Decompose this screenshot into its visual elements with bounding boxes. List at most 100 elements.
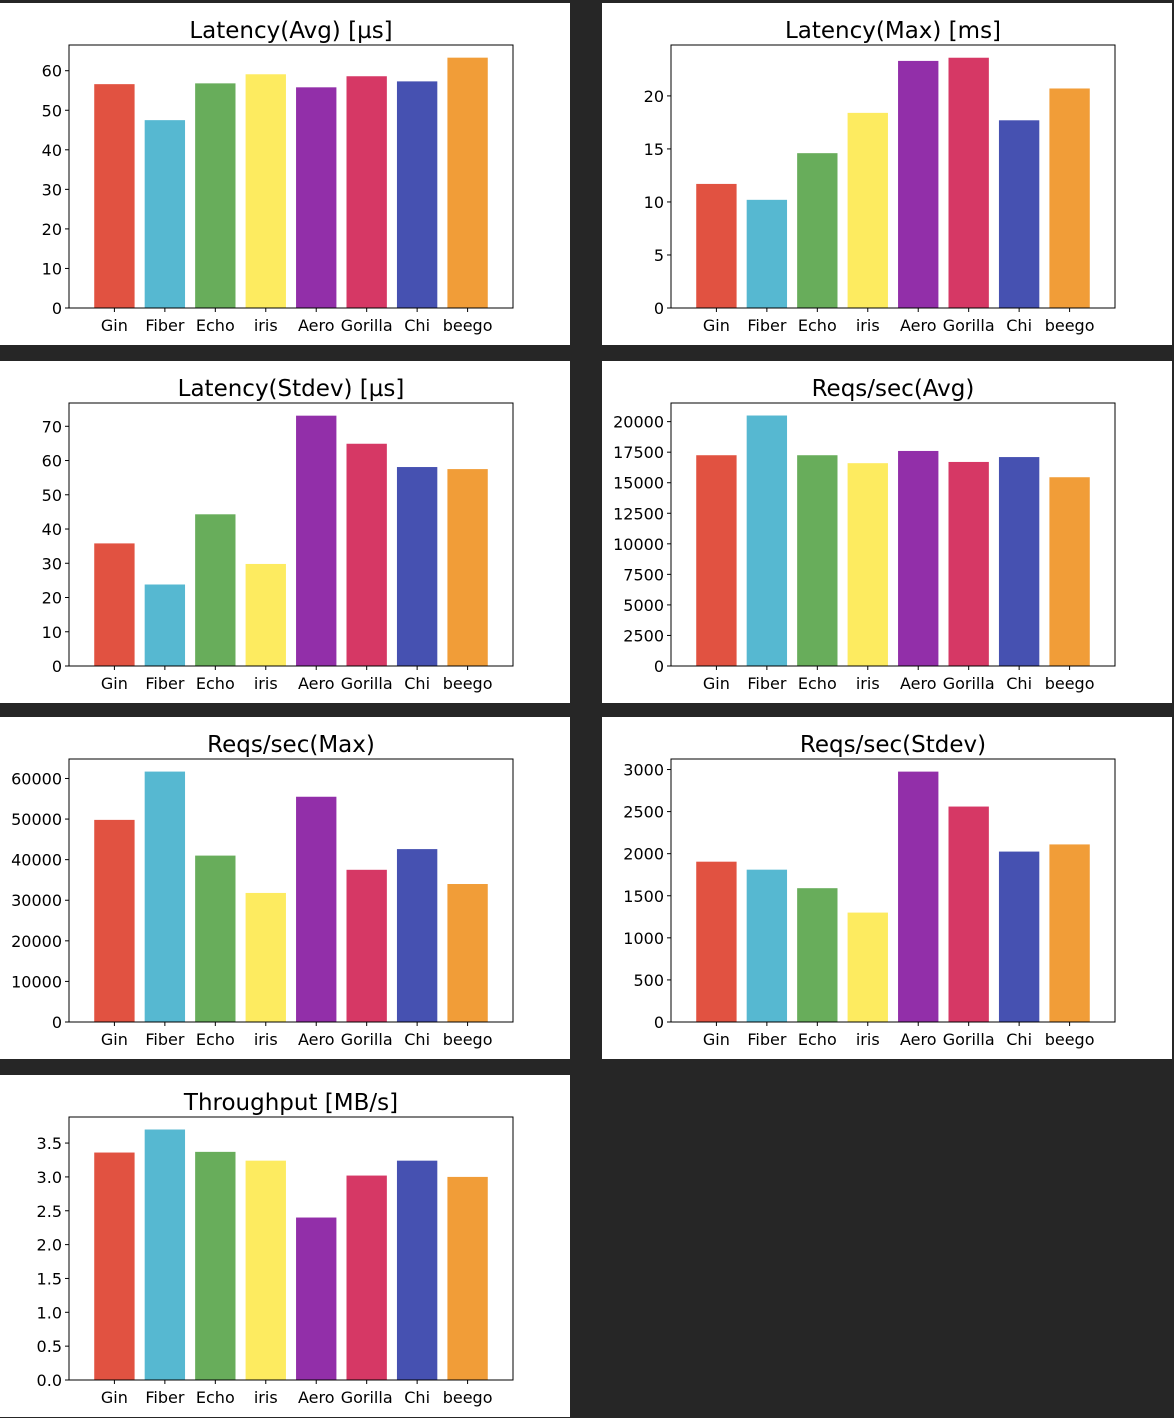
x-tick-label: Chi (404, 316, 430, 335)
y-tick-label: 2.0 (37, 1236, 62, 1255)
x-tick-label: Echo (196, 674, 235, 693)
bar-aero (296, 796, 337, 1022)
x-tick-label: Fiber (747, 316, 786, 335)
y-tick-label: 2500 (623, 803, 664, 822)
bar-gorilla (346, 443, 387, 666)
bar-beego (1049, 88, 1090, 308)
x-tick-label: Gorilla (341, 316, 393, 335)
y-tick-label: 50000 (11, 810, 62, 829)
plot-frame (68, 758, 514, 1023)
x-tick-label: beego (443, 1030, 493, 1049)
y-tick-label: 1500 (623, 887, 664, 906)
chart-title: Reqs/sec(Max) (207, 732, 375, 758)
x-tick-label: Gin (703, 674, 730, 693)
x-tick-label: Fiber (747, 674, 786, 693)
x-tick-label: iris (254, 674, 278, 693)
x-tick-label: beego (443, 674, 493, 693)
latency-stdev-panel: Latency(Stdev) [µs] Gin Fiber Echo iris Aero G… (0, 361, 570, 703)
y-tick-label: 0 (654, 1013, 664, 1032)
bar-aero (296, 415, 337, 666)
bar-echo (195, 855, 236, 1022)
bar-chi (396, 467, 438, 666)
bar-iris (847, 112, 888, 309)
throughput-panel: Throughput [MB/s] Gin Fiber Echo iris Aero Gor… (0, 1075, 570, 1417)
plot-frame (670, 44, 1116, 309)
x-tick-label: Fiber (145, 1388, 184, 1407)
bar-chi (998, 120, 1040, 308)
chart-svg: Latency(Stdev) [µs] Gin Fiber Echo iris Aero G… (42, 376, 514, 693)
y-tick-label: 40000 (11, 851, 62, 870)
x-tick-label: Echo (798, 316, 837, 335)
bar-echo (797, 888, 838, 1022)
y-tick-label: 2500 (623, 626, 664, 645)
x-tick-label: Echo (196, 1030, 235, 1049)
bar-echo (797, 455, 838, 666)
x-tick-label: beego (443, 1388, 493, 1407)
y-tick-label: 20 (42, 220, 62, 239)
y-tick-label: 20 (644, 87, 664, 106)
x-tick-label: Gorilla (341, 1030, 393, 1049)
y-tick-label: 10000 (11, 972, 62, 991)
bar-fiber (144, 771, 186, 1022)
bar-gorilla (346, 76, 387, 309)
bar-gin (94, 819, 135, 1022)
x-tick-label: iris (254, 1030, 278, 1049)
x-tick-label: iris (856, 316, 880, 335)
y-tick-label: 3.0 (37, 1168, 62, 1187)
chart-svg: Latency(Max) [ms] Gin Fiber Echo iris Aero Gor… (644, 18, 1116, 335)
x-tick-label: Gin (101, 316, 128, 335)
x-tick-label: iris (254, 1388, 278, 1407)
x-tick-label: Gin (101, 1030, 128, 1049)
x-tick-label: Fiber (747, 1030, 786, 1049)
x-tick-label: Aero (900, 1030, 937, 1049)
x-tick-label: Chi (1006, 674, 1032, 693)
x-tick-label: beego (1045, 674, 1095, 693)
plot-frame (68, 44, 514, 309)
bar-gin (94, 543, 135, 666)
y-tick-label: 17500 (613, 443, 664, 462)
bar-chi (998, 851, 1040, 1022)
y-tick-label: 0.5 (37, 1337, 62, 1356)
bar-iris (245, 1160, 286, 1380)
plot-frame (68, 402, 514, 667)
y-tick-label: 1.5 (37, 1269, 62, 1288)
x-tick-label: Aero (298, 674, 335, 693)
latency-max-panel: Latency(Max) [ms] Gin Fiber Echo iris Aero Gor… (602, 3, 1172, 345)
y-tick-label: 50 (42, 486, 62, 505)
x-tick-label: Chi (1006, 1030, 1032, 1049)
y-tick-label: 60 (42, 452, 62, 471)
x-tick-label: Chi (404, 1388, 430, 1407)
plot-frame (670, 758, 1116, 1023)
chart-svg: Latency(Avg) [µs] Gin Fiber Echo iris Aero Gor… (42, 18, 514, 335)
x-tick-label: Gin (703, 316, 730, 335)
x-tick-label: iris (254, 316, 278, 335)
x-tick-label: Aero (298, 1030, 335, 1049)
bar-iris (847, 912, 888, 1022)
y-tick-label: 1.0 (37, 1303, 62, 1322)
reqs-max-panel: Reqs/sec(Max) Gin Fiber Echo iris Aero Gorilla… (0, 717, 570, 1059)
y-tick-label: 12500 (613, 504, 664, 523)
chart-title: Latency(Avg) [µs] (189, 18, 392, 44)
y-tick-label: 0 (654, 657, 664, 676)
x-tick-label: Echo (798, 1030, 837, 1049)
y-tick-label: 1000 (623, 929, 664, 948)
bar-iris (245, 74, 286, 309)
chart-svg: Reqs/sec(Avg) Gin Fiber Echo iris Aero Gorilla… (613, 376, 1116, 693)
bar-gorilla (346, 869, 387, 1022)
x-tick-label: Fiber (145, 674, 184, 693)
x-tick-label: Aero (900, 316, 937, 335)
bar-fiber (746, 869, 788, 1022)
y-tick-label: 5000 (623, 596, 664, 615)
bar-chi (396, 1160, 438, 1380)
bar-beego (447, 469, 488, 666)
bar-gorilla (948, 57, 989, 309)
reqs-avg-panel: Reqs/sec(Avg) Gin Fiber Echo iris Aero Gorilla… (602, 361, 1172, 703)
x-tick-label: Aero (298, 316, 335, 335)
x-tick-label: Fiber (145, 316, 184, 335)
bar-gorilla (948, 461, 989, 666)
bar-iris (245, 563, 286, 666)
y-tick-label: 0.0 (37, 1371, 62, 1390)
bar-gin (94, 84, 135, 309)
y-tick-label: 60 (42, 62, 62, 81)
y-tick-label: 3.5 (37, 1134, 62, 1153)
